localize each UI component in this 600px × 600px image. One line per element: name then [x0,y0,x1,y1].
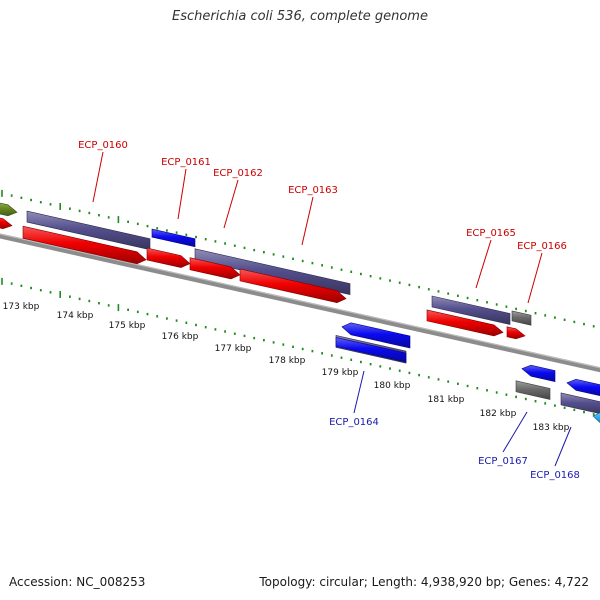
gene-label-leader [353,370,365,414]
cds-arrow [146,247,191,268]
gene-label-ecp-0161: ECP_0161 [161,157,211,168]
scale-label: 182 kbp [480,409,517,419]
gene-feature [560,392,600,414]
gene-label-ecp-0166: ECP_0166 [517,241,567,252]
cds-arrow [239,268,347,304]
gene-label-ecp-0165: ECP_0165 [466,228,516,239]
reverse-cds-arrow [341,322,411,349]
scale-label: 174 kbp [57,311,94,321]
cds-arrow [506,326,526,340]
scale-label: 177 kbp [215,344,252,354]
gene-label-ecp-0163: ECP_0163 [288,185,338,196]
gene-label-leader [527,252,543,304]
gene-label-ecp-0160: ECP_0160 [78,140,128,151]
pseudo-feature [511,310,532,326]
cds-arrow [0,217,13,230]
gene-label-ecp-0168: ECP_0168 [530,470,580,481]
cds-feature [151,228,196,248]
gene-label-leader [554,426,572,467]
olive-feature [0,202,18,217]
genome-summary-text: Topology: circular; Length: 4,938,920 bp… [259,575,589,589]
genome-backbone-highlight [0,233,600,369]
scale-label: 183 kbp [533,423,570,433]
gene-label-ecp-0164: ECP_0164 [329,417,379,428]
cds-arrow [189,257,241,280]
gene-label-leader [177,168,187,220]
gene-label-leader [301,196,314,246]
scale-label: 173 kbp [3,302,40,312]
scale-label: 179 kbp [322,368,359,378]
gene-label-leader [475,239,492,289]
reverse-cds-feature [335,337,407,363]
reverse-cds-arrow [566,378,600,396]
gene-label-leader [223,179,239,229]
map-title: Escherichia coli 536, complete genome [172,9,428,24]
scale-label: 181 kbp [428,395,465,405]
gene-label-ecp-0162: ECP_0162 [213,168,263,179]
gene-feature [431,295,511,325]
pseudo-feature [515,380,551,400]
cds-arrow [426,309,504,337]
gene-label-ecp-0167: ECP_0167 [478,456,528,467]
scale-label: 178 kbp [269,356,306,366]
scale-label: 176 kbp [162,332,199,342]
gene-label-leader [502,411,528,453]
cyan-feature [592,412,600,424]
reverse-cds-arrow [521,364,556,382]
cds-arrow [22,225,147,265]
accession-text: Accession: NC_008253 [9,575,146,589]
scale-label: 180 kbp [374,381,411,391]
gene-label-leader [92,151,104,203]
gene-feature [194,248,351,295]
scale-label: 175 kbp [109,321,146,331]
genome-backbone [0,233,600,373]
